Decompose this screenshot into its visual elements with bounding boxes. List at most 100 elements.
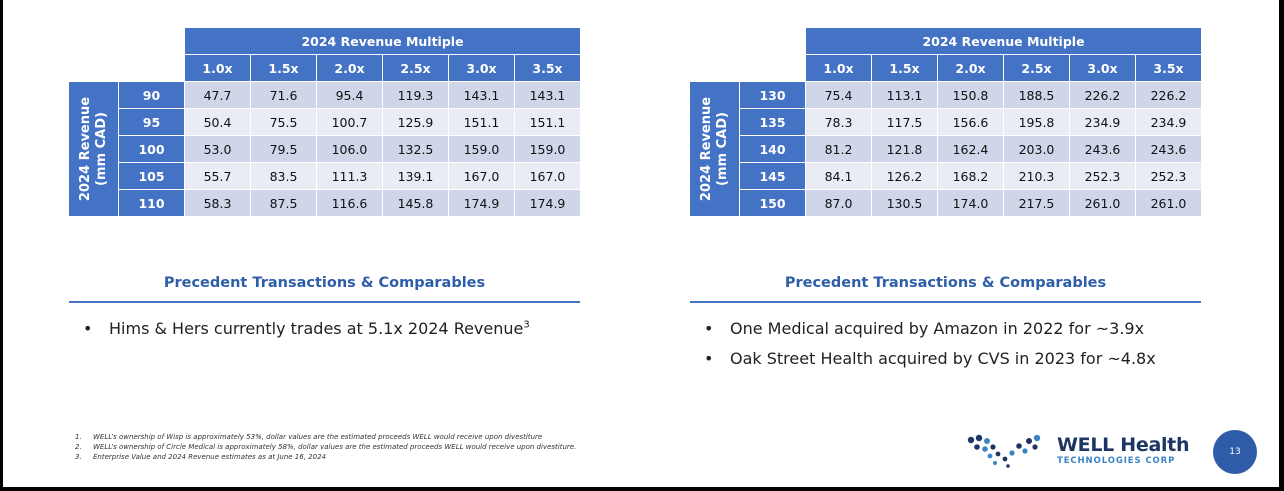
page-number-badge: 13 [1213,430,1257,474]
table-cell: 121.8 [872,136,938,163]
revenue-label: 110 [119,190,185,217]
footnote-number: 1. [75,433,82,441]
section-title: Precedent Transactions & Comparables [784,275,1107,291]
table-cell: 210.3 [1004,163,1070,190]
table-cell: 81.2 [806,136,872,163]
logo-dots-icon [967,434,1041,468]
table-cell: 151.1 [449,109,515,136]
logo-subtitle: TECHNOLOGIES CORP [1057,456,1176,466]
logo-text: WELL Health TECHNOLOGIES CORP [1057,434,1190,467]
table-row: 110 58.3 87.5 116.6 145.8 174.9 174.9 [69,190,581,217]
table-cell: 203.0 [1004,136,1070,163]
multiple-header: 3.5x [1136,55,1202,82]
table-cell: 174.9 [449,190,515,217]
bullet-text: Oak Street Health acquired by CVS in 202… [730,349,1156,368]
row-axis-label-unit: (mm CAD) [93,112,109,186]
row-axis-label-line: 2024 Revenue [698,96,714,202]
table-cell: 145.8 [383,190,449,217]
table-cell: 47.7 [185,82,251,109]
table-cell: 217.5 [1004,190,1070,217]
table-cell: 156.6 [938,109,1004,136]
table-cell: 159.0 [515,136,581,163]
footnotes: 1. WELL’s ownership of Wisp is approxima… [75,432,775,462]
table-cell: 79.5 [251,136,317,163]
table-row: 95 50.4 75.5 100.7 125.9 151.1 151.1 [69,109,581,136]
table-cell: 252.3 [1136,163,1202,190]
table-cell: 150.8 [938,82,1004,109]
table-cell: 119.3 [383,82,449,109]
table-cell: 87.0 [806,190,872,217]
list-item: • Oak Street Health acquired by CVS in 2… [704,347,1201,377]
bullet-text: One Medical acquired by Amazon in 2022 f… [730,319,1145,338]
table-cell: 132.5 [383,136,449,163]
slide: 2024 Revenue Multiple 1.0x 1.5x 2.0x 2.5… [3,0,1279,487]
table-cell: 151.1 [515,109,581,136]
revenue-label: 95 [119,109,185,136]
table-cell: 117.5 [872,109,938,136]
multiple-header: 2.0x [938,55,1004,82]
multiple-header: 2.0x [317,55,383,82]
table-cell: 125.9 [383,109,449,136]
revenue-label: 130 [740,82,806,109]
table-row: 140 81.2 121.8 162.4 203.0 243.6 243.6 [690,136,1202,163]
multiple-header: 1.5x [251,55,317,82]
table-cell: 95.4 [317,82,383,109]
table-cell: 174.0 [938,190,1004,217]
well-health-logo: WELL Health TECHNOLOGIES CORP [965,432,1195,472]
section-divider [69,301,580,303]
bullet-list: • One Medical acquired by Amazon in 2022… [690,317,1201,377]
table-row: 105 55.7 83.5 111.3 139.1 167.0 167.0 [69,163,581,190]
table-cell: 113.1 [872,82,938,109]
multiple-header: 3.0x [1070,55,1136,82]
revenue-label: 150 [740,190,806,217]
row-axis-label-unit: (mm CAD) [714,112,730,186]
bullet-text: Hims & Hers currently trades at 5.1x 202… [109,317,530,347]
table-cell: 130.5 [872,190,938,217]
multiple-header: 1.5x [872,55,938,82]
table-cell: 252.3 [1070,163,1136,190]
revenue-label: 135 [740,109,806,136]
table-cell: 162.4 [938,136,1004,163]
table-cell: 174.9 [515,190,581,217]
table-cell: 234.9 [1070,109,1136,136]
revenue-label: 90 [119,82,185,109]
table-cell: 55.7 [185,163,251,190]
table-cell: 75.5 [251,109,317,136]
multiple-header: 3.0x [449,55,515,82]
row-axis-label: 2024 Revenue (mm CAD) [69,82,119,217]
table-row: 145 84.1 126.2 168.2 210.3 252.3 252.3 [690,163,1202,190]
table-cell: 143.1 [449,82,515,109]
table-title: 2024 Revenue Multiple [806,28,1202,55]
multiple-header: 2.5x [383,55,449,82]
sensitivity-table-wisp: 2024 Revenue Multiple 1.0x 1.5x 2.0x 2.5… [69,28,581,217]
footnote: 2. WELL’s ownership of Circle Medical is… [75,442,775,452]
table-cell: 126.2 [872,163,938,190]
table-cell: 75.4 [806,82,872,109]
table-cell: 58.3 [185,190,251,217]
list-item: • Hims & Hers currently trades at 5.1x 2… [83,317,580,347]
footnote-number: 3. [75,453,82,461]
revenue-label: 145 [740,163,806,190]
multiple-header: 2.5x [1004,55,1070,82]
multiple-header: 1.0x [185,55,251,82]
table-cell: 195.8 [1004,109,1070,136]
table-cell: 116.6 [317,190,383,217]
table-cell: 87.5 [251,190,317,217]
table-cell: 261.0 [1070,190,1136,217]
table-cell: 139.1 [383,163,449,190]
sensitivity-table-circle-medical: 2024 Revenue Multiple 1.0x 1.5x 2.0x 2.5… [690,28,1202,217]
row-axis-label: 2024 Revenue (mm CAD) [690,82,740,217]
table-cell: 226.2 [1070,82,1136,109]
table-cell: 84.1 [806,163,872,190]
table-cell: 78.3 [806,109,872,136]
revenue-label: 105 [119,163,185,190]
table-cell: 188.5 [1004,82,1070,109]
bullet-icon: • [83,319,93,338]
table-cell: 83.5 [251,163,317,190]
row-axis-label-line: 2024 Revenue [77,96,93,202]
table-cell: 53.0 [185,136,251,163]
bullet-icon: • [704,319,714,338]
precedent-section-right: Precedent Transactions & Comparables • O… [690,272,1201,377]
footnote-text: WELL’s ownership of Circle Medical is ap… [93,443,577,451]
table-cell: 243.6 [1070,136,1136,163]
